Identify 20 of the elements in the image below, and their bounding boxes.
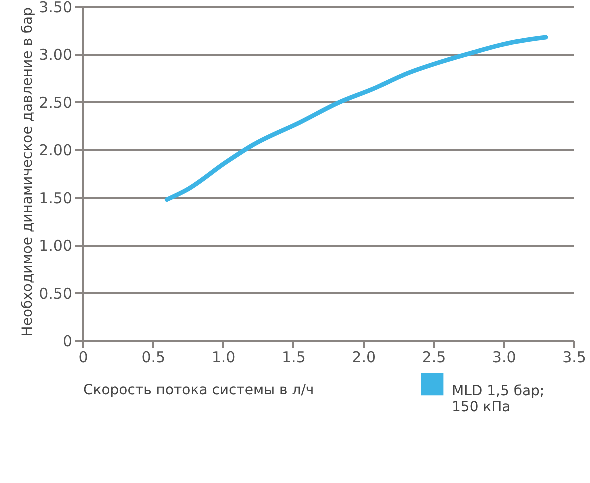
x-axis-title: Скорость потока системы в л/ч bbox=[84, 382, 314, 398]
legend-label: MLD 1,5 бар; 150 кПа bbox=[452, 384, 545, 416]
x-tick-label: 3.0 bbox=[492, 348, 516, 366]
y-tick-label: 1.00 bbox=[39, 237, 72, 256]
y-tick-label: 3.50 bbox=[39, 0, 72, 16]
line-series bbox=[164, 35, 548, 202]
x-tick-label: 2.5 bbox=[422, 348, 446, 366]
y-tick-label: 1.50 bbox=[39, 189, 72, 208]
x-tick-label: 1.0 bbox=[212, 348, 236, 366]
y-axis-title: Необходимое динамическое давление в бар bbox=[20, 7, 36, 337]
y-tick-label: 0.50 bbox=[39, 284, 72, 303]
y-tick-label: 2.00 bbox=[39, 142, 72, 160]
x-tick-label: 3.5 bbox=[562, 348, 586, 366]
y-tick-label: 0 bbox=[62, 332, 72, 350]
x-tick-label: 0 bbox=[78, 348, 88, 366]
y-tick-label: 3.00 bbox=[39, 46, 72, 64]
x-tick-label: 2.0 bbox=[352, 348, 376, 366]
x-tick-label: 1.5 bbox=[282, 348, 306, 366]
y-tick-label: 2.50 bbox=[39, 94, 72, 112]
x-tick-label: 0.5 bbox=[142, 348, 166, 366]
